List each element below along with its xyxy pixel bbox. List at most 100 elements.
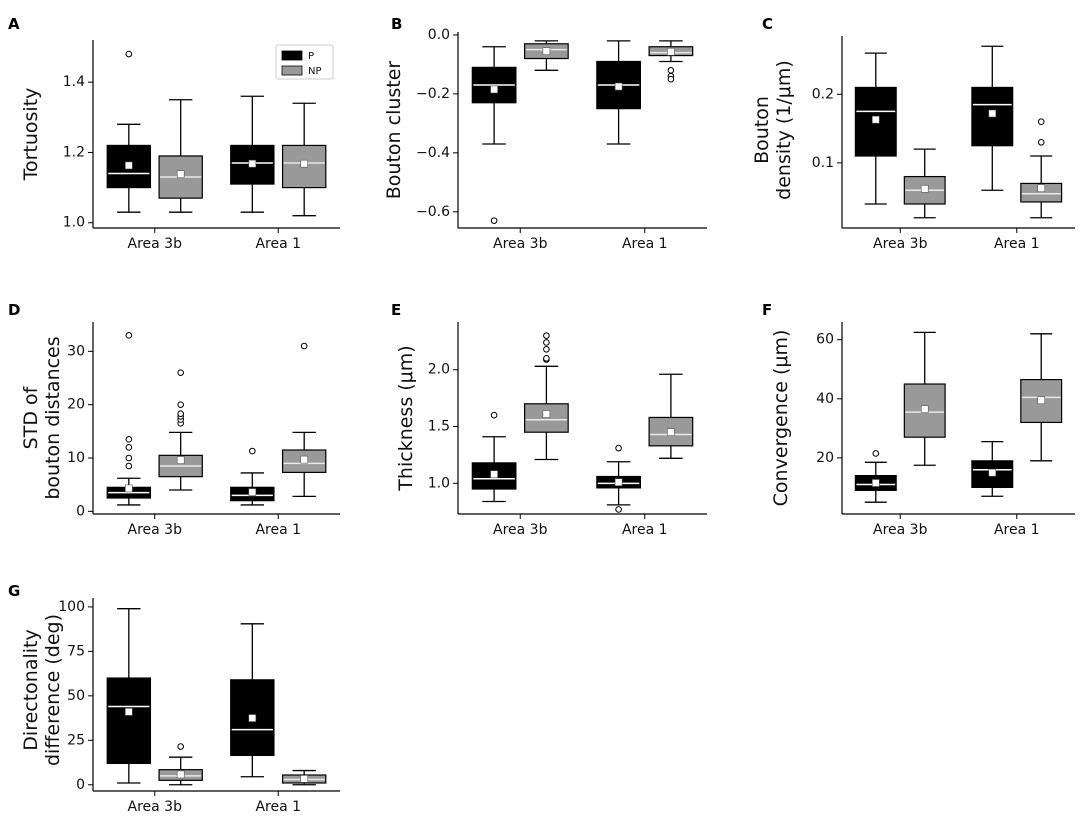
- y-axis-label: Convergence (μm): [770, 330, 792, 507]
- outlier-point: [177, 369, 184, 376]
- mean-marker: [125, 484, 133, 493]
- outlier-point: [872, 450, 880, 457]
- x-tick-label: Area 3b: [493, 522, 548, 538]
- x-tick-label: Area 3b: [493, 236, 548, 252]
- mean-marker: [248, 488, 257, 496]
- box-p-area-1: [596, 444, 641, 513]
- y-axis-label: Tortuosity: [20, 88, 42, 182]
- y-tick-label: 0: [76, 777, 85, 793]
- mean-marker: [614, 82, 623, 91]
- mean-marker: [176, 770, 185, 779]
- box-np-area-3b: [158, 369, 203, 491]
- panel-letter: C: [762, 15, 773, 33]
- y-tick-label: −0.6: [416, 204, 450, 220]
- x-tick-label: Area 1: [255, 236, 301, 252]
- y-tick-label: 10: [67, 450, 85, 466]
- outlier-point: [543, 345, 550, 353]
- y-tick-label: 2.0: [428, 362, 450, 378]
- y-axis-label-line: STD of: [20, 385, 42, 449]
- panel-e: E Thickness (μm) 1.0 1.5 2.0 Area 3b Area 1: [391, 301, 707, 538]
- y-tick-label: 25: [67, 732, 85, 748]
- panel-c: C Boutondensity (1/μm) 0.1 0.2 Area 3b Area 1: [751, 15, 1075, 252]
- y-axis-label: Thickness (μm): [395, 345, 417, 491]
- legend: P NP: [275, 44, 334, 80]
- mean-marker: [667, 428, 675, 437]
- y-tick-label: 0.2: [812, 86, 834, 102]
- box-np-area-1: [648, 40, 694, 83]
- mean-marker: [614, 478, 623, 486]
- outlier-point: [543, 355, 550, 362]
- box-p-area-3b: [471, 46, 517, 224]
- panel-letter: E: [391, 301, 401, 319]
- mean-marker: [988, 109, 997, 118]
- panel-a: A Tortuosity 1.0 1.2 1.4 Area 3b Area 1 P NP: [8, 15, 340, 252]
- panel-letter: D: [8, 301, 20, 319]
- box-p-area-3b: [106, 50, 152, 213]
- box-p-area-3b: [471, 411, 517, 503]
- outlier-point: [177, 743, 184, 750]
- box-np-area-1: [281, 342, 327, 498]
- y-axis-label-line: Bouton cluster: [383, 61, 405, 200]
- y-axis-label: Boutondensity (1/μm): [751, 60, 795, 200]
- y-tick-label: 75: [67, 643, 85, 659]
- y-axis-label-line: difference (deg): [42, 614, 64, 766]
- box-np-area-3b: [903, 148, 946, 219]
- panel-letter: A: [8, 15, 20, 33]
- y-tick-label: 30: [67, 343, 85, 359]
- outlier-point: [125, 332, 133, 339]
- panel-letter: G: [8, 582, 20, 600]
- box-np-area-3b: [158, 743, 203, 786]
- outlier-point: [125, 462, 133, 470]
- mean-marker: [542, 410, 551, 418]
- mean-marker: [1037, 396, 1046, 405]
- mean-marker: [490, 470, 498, 479]
- legend-swatch-p: [281, 50, 303, 61]
- panel-letter: F: [762, 301, 772, 319]
- mean-marker: [1037, 184, 1046, 193]
- outlier-point: [300, 342, 308, 350]
- box-p-area-3b: [854, 450, 897, 503]
- box-p-area-3b: [106, 332, 152, 506]
- outlier-point: [667, 67, 675, 74]
- mean-marker: [871, 115, 880, 124]
- mean-marker: [176, 170, 185, 179]
- y-axis-label: Directonalitydifference (deg): [20, 614, 64, 766]
- mean-marker: [988, 468, 997, 477]
- box-p-area-1: [971, 440, 1014, 497]
- x-tick-label: Area 3b: [128, 236, 183, 252]
- mean-marker: [667, 47, 675, 56]
- legend-label-np: NP: [308, 66, 322, 77]
- y-axis-label: STD ofbouton distances: [20, 336, 64, 499]
- legend-swatch-np: [281, 65, 303, 76]
- box-iqr: [524, 403, 569, 433]
- x-tick-label: Area 1: [255, 799, 301, 815]
- y-tick-label: −0.4: [416, 145, 450, 161]
- y-tick-label: 100: [58, 599, 85, 615]
- outlier-point: [177, 401, 184, 408]
- box-p-area-1: [230, 95, 275, 213]
- x-tick-label: Area 1: [994, 236, 1040, 252]
- outlier-point: [543, 339, 550, 346]
- box-p-area-3b: [854, 52, 897, 205]
- box-np-area-3b: [524, 40, 569, 71]
- outlier-point: [125, 454, 133, 462]
- y-tick-label: 0: [76, 503, 85, 519]
- x-tick-label: Area 3b: [873, 236, 928, 252]
- mean-marker: [300, 455, 308, 464]
- outlier-point: [177, 410, 184, 418]
- box-np-area-1: [648, 373, 694, 459]
- legend-label-p: P: [308, 51, 314, 62]
- y-tick-label: 0.0: [428, 27, 450, 43]
- outlier-point: [543, 332, 550, 339]
- box-p-area-3b: [106, 608, 152, 784]
- mean-marker: [871, 479, 880, 487]
- y-tick-label: 1.0: [63, 215, 85, 231]
- y-tick-label: 1.5: [428, 419, 450, 435]
- box-iqr: [903, 383, 946, 438]
- mean-marker: [920, 185, 929, 193]
- y-axis-label: Bouton cluster: [383, 61, 405, 200]
- outlier-point: [249, 447, 256, 455]
- panel-letter: B: [391, 15, 402, 33]
